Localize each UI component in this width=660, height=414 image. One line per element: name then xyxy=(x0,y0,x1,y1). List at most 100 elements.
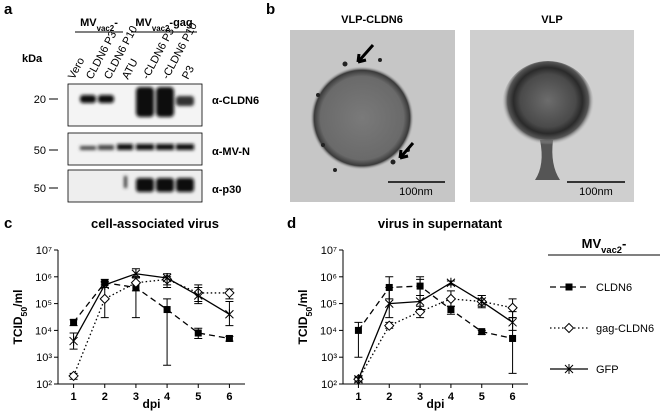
panel-label: b xyxy=(266,1,275,18)
marker xyxy=(354,374,363,385)
marker xyxy=(130,277,142,288)
x-tick-label: 5 xyxy=(479,391,485,403)
band xyxy=(136,87,154,117)
particle xyxy=(310,66,414,170)
label-sub: 50 xyxy=(19,307,29,317)
label-sub: vac2 xyxy=(97,24,115,33)
legend-label: CLDN6 xyxy=(596,282,632,294)
panel-label: d xyxy=(287,215,296,232)
panel-label: c xyxy=(4,215,12,232)
marker xyxy=(225,309,234,320)
y-tick-label: 10⁷ xyxy=(36,245,52,257)
sub-label: MVvac2- xyxy=(582,236,627,255)
band xyxy=(124,176,127,188)
band xyxy=(176,144,194,150)
series xyxy=(68,274,235,382)
marker xyxy=(193,290,203,301)
marker xyxy=(478,328,486,336)
y-tick-label: 10⁵ xyxy=(35,299,52,311)
blots xyxy=(67,31,203,203)
legend-symbol xyxy=(565,283,573,291)
em-images xyxy=(290,30,634,202)
series xyxy=(69,268,234,350)
image-title: VLP-CLDN6 xyxy=(341,14,403,26)
marker xyxy=(163,306,171,314)
chart-title: virus in supernatant xyxy=(378,216,503,231)
marker xyxy=(384,320,395,331)
x-axis-label: dpi xyxy=(427,397,445,411)
series xyxy=(354,277,517,385)
legend-marker xyxy=(565,283,573,291)
band xyxy=(176,178,194,192)
y-tick-label: 10² xyxy=(321,379,337,391)
marker xyxy=(447,306,455,314)
label-main: TCID xyxy=(296,316,310,344)
y-tick-label: 10⁶ xyxy=(35,272,52,284)
series-line xyxy=(357,285,513,340)
marker xyxy=(507,302,518,313)
y-tick-label: 10⁵ xyxy=(320,299,337,311)
x-tick-label: 3 xyxy=(417,391,423,403)
kda-label: kDa xyxy=(22,53,43,65)
band xyxy=(136,178,154,192)
x-tick-label: 3 xyxy=(133,391,139,403)
y-tick-label: 10³ xyxy=(36,352,52,364)
lane-label: Vero xyxy=(66,56,87,82)
marker xyxy=(508,317,517,328)
marker xyxy=(384,298,394,309)
marker xyxy=(131,268,141,279)
band xyxy=(80,146,96,150)
label-main: MV xyxy=(80,17,97,29)
scale-label: 100nm xyxy=(399,186,433,198)
lane-label: P3 xyxy=(180,64,197,82)
sub-label: MVvac2- xyxy=(80,17,118,33)
y-tick-label: 10⁷ xyxy=(321,245,337,257)
band xyxy=(117,144,133,150)
antibody-label: α-MV-N xyxy=(212,146,250,158)
band xyxy=(98,95,114,103)
x-tick-label: 2 xyxy=(102,391,108,403)
image-title: VLP xyxy=(541,14,562,26)
arrow xyxy=(398,142,415,160)
label-main: TCID xyxy=(11,316,25,344)
marker xyxy=(225,334,233,342)
panel-label: a xyxy=(4,1,13,18)
band xyxy=(98,145,114,150)
marker xyxy=(68,370,79,382)
legend-label: GFP xyxy=(596,364,619,376)
label-main: MV xyxy=(582,236,602,251)
y-tick-label: 10⁴ xyxy=(320,325,337,337)
band xyxy=(156,87,174,117)
sub-label: TCID50/ml xyxy=(296,290,314,345)
band xyxy=(80,95,96,103)
label-sub: 50 xyxy=(304,307,314,317)
series xyxy=(354,276,517,374)
label-suffix: -gag xyxy=(169,17,192,29)
band xyxy=(136,144,154,150)
scale-label: 100nm xyxy=(579,186,613,198)
marker xyxy=(99,293,110,305)
band xyxy=(156,144,174,150)
stalk xyxy=(535,140,560,180)
x-axis-label: dpi xyxy=(143,397,161,411)
legend-label: gag-CLDN6 xyxy=(596,323,654,335)
legend-symbol xyxy=(564,364,574,374)
x-tick-label: 1 xyxy=(355,391,361,403)
label-main: MV xyxy=(135,17,152,29)
particle xyxy=(502,61,594,149)
legend-symbol xyxy=(563,322,575,334)
sub-label: TCID50/ml xyxy=(11,290,29,345)
marker xyxy=(70,318,78,326)
chart-title: cell-associated virus xyxy=(91,216,219,231)
kda-marker: 20 xyxy=(34,94,46,106)
marker xyxy=(509,334,517,342)
y-tick-label: 10⁶ xyxy=(320,272,337,284)
label-suffix: /ml xyxy=(11,290,25,307)
label-suffix: - xyxy=(622,236,626,251)
series-line xyxy=(357,281,513,380)
marker xyxy=(69,336,78,347)
y-tick-label: 10⁴ xyxy=(35,325,52,337)
legend-marker xyxy=(563,322,575,334)
y-tick-label: 10² xyxy=(36,379,52,391)
